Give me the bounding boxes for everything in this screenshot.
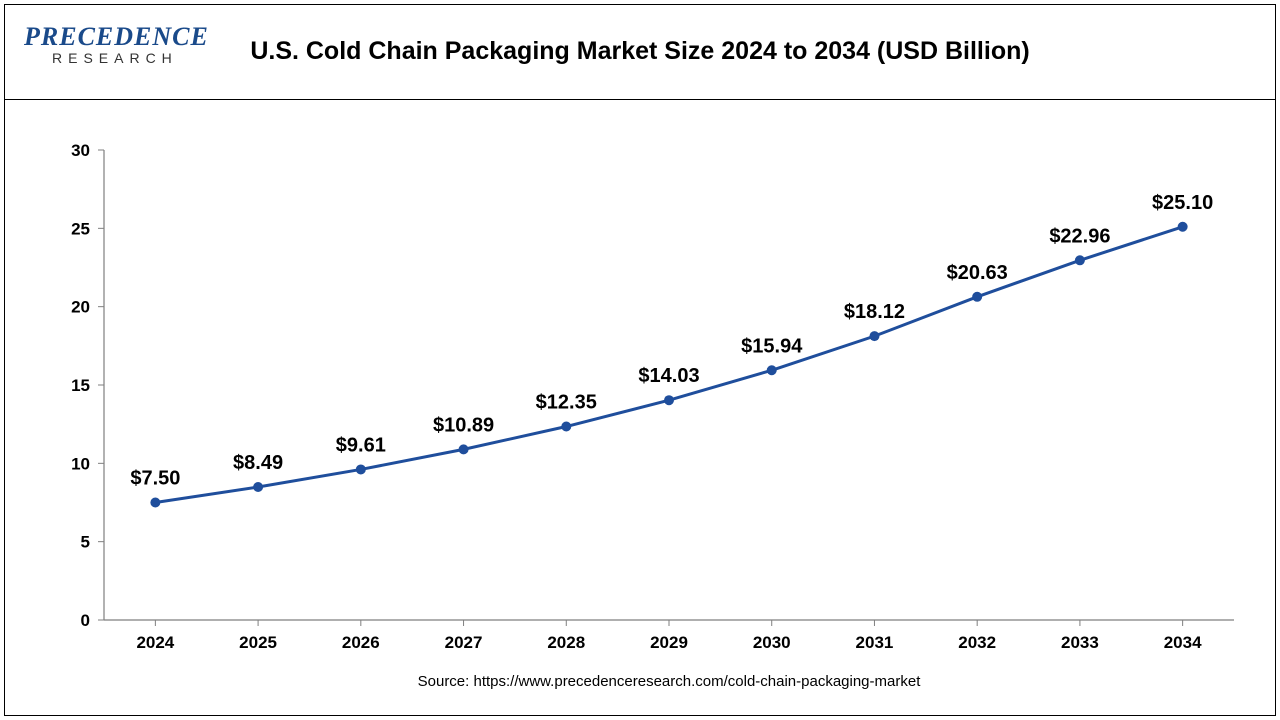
brand-logo: PRECEDENCE RESEARCH <box>24 22 209 66</box>
x-tick-label: 2029 <box>650 633 688 652</box>
data-marker <box>459 444 469 454</box>
data-marker <box>869 331 879 341</box>
data-marker <box>253 482 263 492</box>
data-label: $14.03 <box>638 365 699 387</box>
plot-area: 0510152025302024202520262027202820292030… <box>4 100 1276 716</box>
logo-bottom-text: RESEARCH <box>52 50 178 66</box>
data-label: $20.63 <box>947 262 1008 284</box>
y-tick-label: 10 <box>71 454 90 473</box>
data-label: $15.94 <box>741 335 803 357</box>
y-tick-label: 30 <box>71 141 90 160</box>
y-tick-label: 5 <box>81 533 90 552</box>
data-marker <box>356 464 366 474</box>
x-tick-label: 2034 <box>1164 633 1202 652</box>
data-label: $9.61 <box>336 434 386 456</box>
logo-top-text: PRECEDENCE <box>24 22 209 52</box>
data-label: $18.12 <box>844 301 905 323</box>
y-tick-label: 0 <box>81 611 90 630</box>
data-marker <box>561 422 571 432</box>
x-tick-label: 2030 <box>753 633 791 652</box>
data-label: $22.96 <box>1049 225 1110 247</box>
x-tick-label: 2027 <box>445 633 483 652</box>
x-tick-label: 2031 <box>856 633 894 652</box>
data-label: $10.89 <box>433 414 494 436</box>
x-tick-label: 2033 <box>1061 633 1099 652</box>
data-marker <box>972 292 982 302</box>
data-label: $12.35 <box>536 392 597 414</box>
x-tick-label: 2032 <box>958 633 996 652</box>
y-tick-label: 15 <box>71 376 90 395</box>
data-marker <box>1075 255 1085 265</box>
header-region: PRECEDENCE RESEARCH U.S. Cold Chain Pack… <box>4 4 1276 100</box>
data-marker <box>150 498 160 508</box>
y-tick-label: 25 <box>71 219 90 238</box>
data-marker <box>664 395 674 405</box>
data-marker <box>1178 222 1188 232</box>
data-label: $25.10 <box>1152 192 1213 214</box>
y-tick-label: 20 <box>71 298 90 317</box>
x-tick-label: 2025 <box>239 633 277 652</box>
x-tick-label: 2026 <box>342 633 380 652</box>
data-label: $7.50 <box>130 468 180 490</box>
data-label: $8.49 <box>233 452 283 474</box>
x-tick-label: 2024 <box>136 633 174 652</box>
line-chart: 0510152025302024202520262027202820292030… <box>4 100 1276 716</box>
x-tick-label: 2028 <box>547 633 585 652</box>
data-marker <box>767 365 777 375</box>
source-text: Source: https://www.precedenceresearch.c… <box>418 673 922 690</box>
